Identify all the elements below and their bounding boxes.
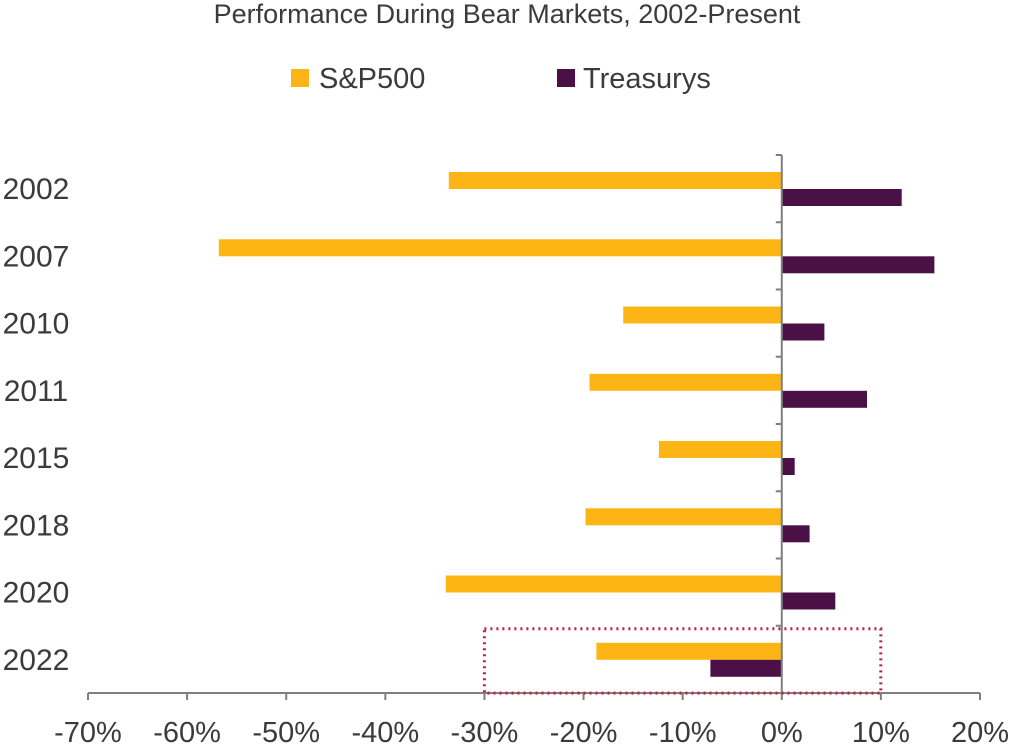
- x-tick-label: -70%: [54, 717, 122, 747]
- highlight-box-2022: [482, 627, 883, 695]
- bar-sp500-2011: [589, 373, 782, 391]
- bar-sp500-2022: [596, 642, 782, 660]
- category-label-2018: 2018: [3, 509, 70, 542]
- bar-sp500-2018: [585, 508, 782, 526]
- category-label-2002: 2002: [3, 173, 70, 206]
- category-label-2020: 2020: [3, 577, 70, 610]
- x-tick-label: 0%: [761, 717, 803, 747]
- bar-sp500-2007: [218, 239, 782, 257]
- legend-swatch-sp500: [291, 69, 309, 87]
- bar-sp500-2015: [658, 441, 782, 458]
- x-tick-label: 20%: [951, 717, 1009, 747]
- bar-treasurys-2007: [781, 256, 935, 274]
- bar-treasurys-2011: [781, 390, 867, 408]
- bar-treasurys-2002: [781, 189, 902, 206]
- x-tick-label: -40%: [351, 717, 419, 747]
- bar-sp500-2002: [448, 172, 782, 189]
- category-label-2007: 2007: [3, 240, 70, 273]
- chart-title: Performance During Bear Markets, 2002-Pr…: [214, 0, 801, 29]
- category-label-2010: 2010: [3, 308, 70, 341]
- legend: S&P500 Treasurys: [291, 63, 711, 95]
- bar-sp500-2010: [623, 306, 782, 324]
- legend-label-treasurys: Treasurys: [583, 63, 711, 95]
- legend-label-sp500: S&P500: [319, 63, 425, 95]
- bar-treasurys-2022: [710, 659, 782, 677]
- category-label-2022: 2022: [3, 644, 70, 677]
- plot-area: 2002 2007 2010 2011 2015 2018 2020 2022 -70% -60%…: [3, 154, 1009, 747]
- legend-swatch-treasurys: [557, 69, 575, 87]
- bar-treasurys-2015: [781, 458, 795, 475]
- bar-treasurys-2020: [781, 592, 836, 610]
- x-tick-label: -60%: [153, 717, 221, 747]
- x-tick-label: 10%: [852, 717, 910, 747]
- category-label-2015: 2015: [3, 442, 70, 475]
- x-tick-label: -30%: [451, 717, 519, 747]
- bar-sp500-2020: [445, 575, 782, 593]
- x-tick-label: -50%: [252, 717, 320, 747]
- bar-treasurys-2018: [781, 525, 810, 543]
- x-tick-label: -20%: [550, 717, 618, 747]
- x-tick-label: -10%: [649, 717, 717, 747]
- bar-treasurys-2010: [781, 323, 825, 341]
- category-label-2011: 2011: [4, 375, 69, 408]
